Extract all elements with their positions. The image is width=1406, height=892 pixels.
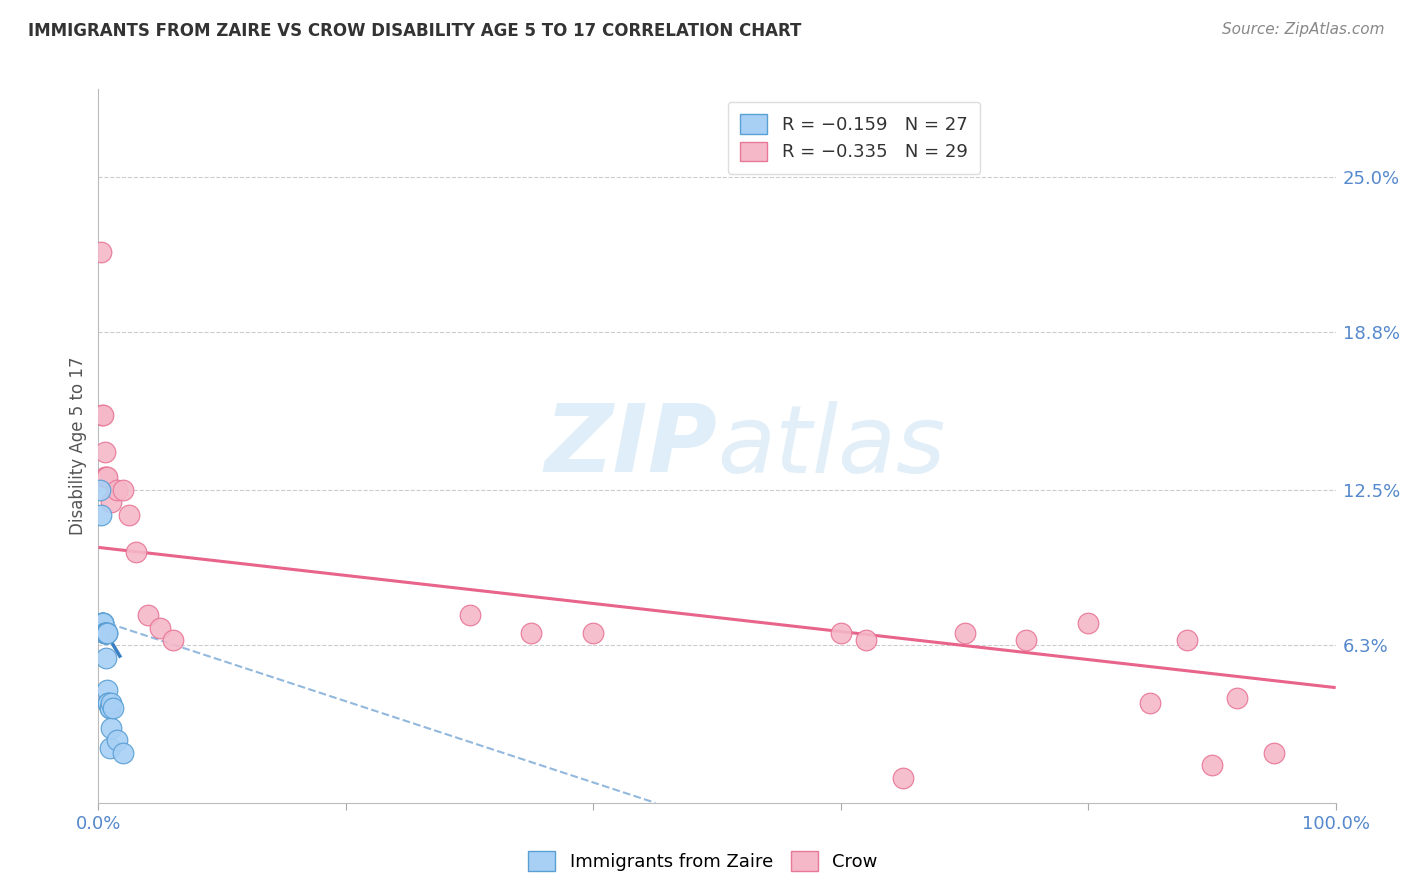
Point: [94, 625, 117, 640]
Point: [96, 470, 118, 484]
Point: [103, 700, 125, 714]
Point: [1175, 633, 1198, 648]
Point: [149, 621, 172, 635]
Point: [953, 625, 976, 640]
Point: [90, 244, 112, 259]
Point: [855, 633, 877, 648]
Point: [100, 721, 122, 735]
Point: [112, 483, 135, 497]
Point: [94, 470, 117, 484]
Point: [97, 696, 120, 710]
Point: [1201, 758, 1223, 772]
Point: [1226, 690, 1249, 705]
Point: [118, 508, 141, 522]
Legend: R = −0.159   N = 27, R = −0.335   N = 29: R = −0.159 N = 27, R = −0.335 N = 29: [727, 102, 980, 174]
Point: [100, 495, 122, 509]
Point: [124, 545, 146, 559]
Point: [93, 625, 115, 640]
Point: [100, 696, 122, 710]
Point: [97, 696, 120, 710]
Point: [94, 650, 117, 665]
Point: [1077, 615, 1099, 630]
Point: [96, 625, 118, 640]
Point: [93, 625, 115, 640]
Point: [136, 607, 159, 622]
Point: [93, 445, 115, 459]
Point: [89, 483, 111, 497]
Point: [91, 408, 114, 422]
Point: [93, 625, 115, 640]
Point: [96, 683, 118, 698]
Point: [93, 408, 115, 422]
Point: [91, 615, 114, 630]
Point: [93, 615, 115, 630]
Point: [94, 625, 117, 640]
Point: [520, 625, 543, 640]
Point: [105, 483, 128, 497]
Point: [93, 470, 115, 484]
Point: [93, 625, 115, 640]
Text: Source: ZipAtlas.com: Source: ZipAtlas.com: [1222, 22, 1385, 37]
Point: [1263, 746, 1285, 760]
Point: [1015, 633, 1038, 648]
Point: [96, 625, 118, 640]
Point: [891, 771, 914, 785]
Point: [98, 700, 121, 714]
Point: [91, 615, 114, 630]
Point: [162, 633, 184, 648]
Point: [98, 740, 121, 755]
Y-axis label: Disability Age 5 to 17: Disability Age 5 to 17: [69, 357, 87, 535]
Text: IMMIGRANTS FROM ZAIRE VS CROW DISABILITY AGE 5 TO 17 CORRELATION CHART: IMMIGRANTS FROM ZAIRE VS CROW DISABILITY…: [28, 22, 801, 40]
Point: [458, 607, 481, 622]
Point: [112, 746, 135, 760]
Point: [93, 615, 115, 630]
Text: ZIP: ZIP: [544, 400, 717, 492]
Point: [98, 700, 121, 714]
Point: [90, 508, 112, 522]
Point: [830, 625, 852, 640]
Text: atlas: atlas: [717, 401, 945, 491]
Point: [93, 615, 115, 630]
Point: [582, 625, 605, 640]
Point: [105, 733, 128, 747]
Legend: Immigrants from Zaire, Crow: Immigrants from Zaire, Crow: [520, 844, 886, 879]
Point: [1139, 696, 1161, 710]
